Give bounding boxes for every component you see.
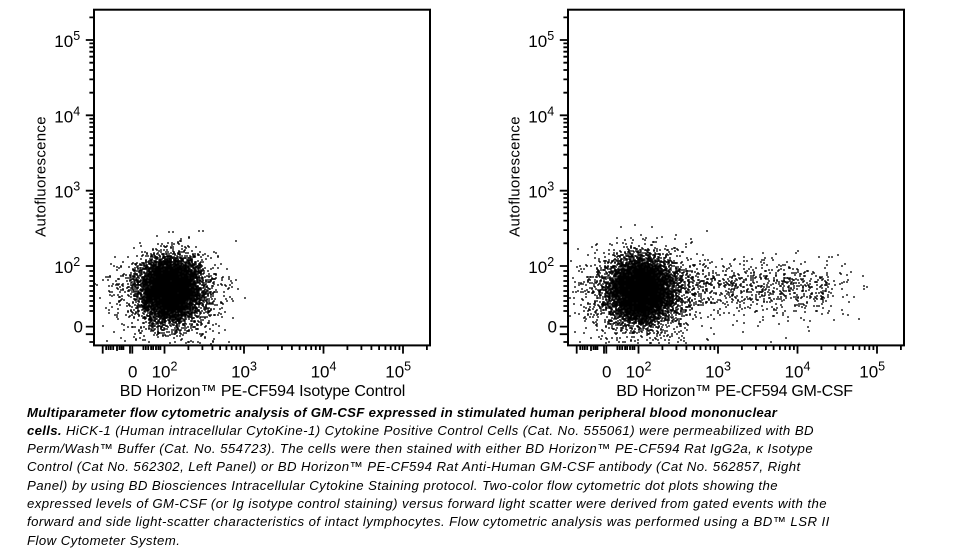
- svg-text:Autofluorescence: Autofluorescence: [506, 116, 523, 237]
- svg-text:BD Horizon™ PE-CF594 Isotype C: BD Horizon™ PE-CF594 Isotype Control: [120, 383, 405, 400]
- svg-text:0: 0: [128, 363, 137, 382]
- svg-text:0: 0: [602, 363, 611, 382]
- svg-text:0: 0: [74, 318, 83, 337]
- svg-text:Autofluorescence: Autofluorescence: [32, 116, 49, 237]
- svg-text:0: 0: [548, 318, 557, 337]
- svg-text:BD Horizon™ PE-CF594 GM-CSF: BD Horizon™ PE-CF594 GM-CSF: [616, 383, 853, 400]
